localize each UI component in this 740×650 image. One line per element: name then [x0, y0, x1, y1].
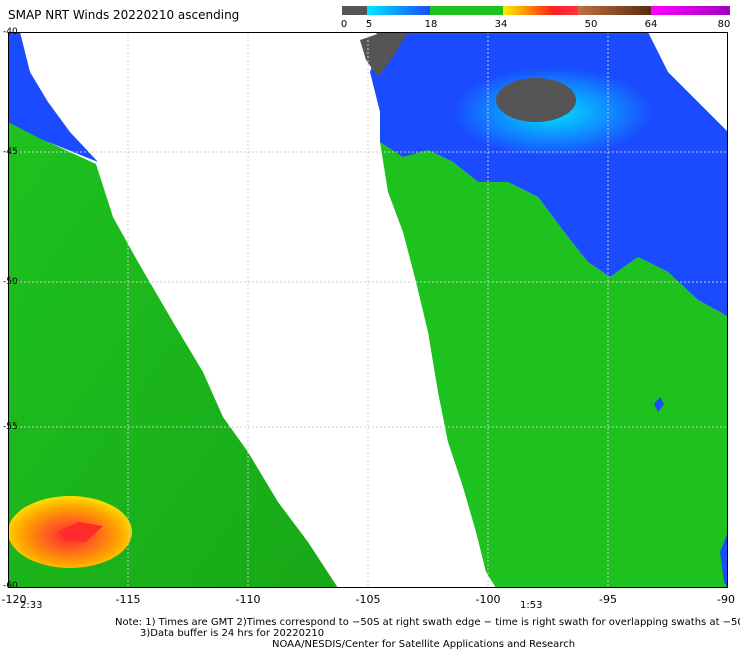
blue-speck [654, 397, 664, 412]
calm-region-center [496, 78, 576, 122]
colorbar-label-34: 34 [494, 19, 508, 30]
x-tick-5: -95 [599, 593, 617, 606]
y-tick-2: -50 [3, 277, 18, 287]
note-line-2: 3)Data buffer is 24 hrs for 20220210 [140, 628, 325, 639]
x-tick-3: -105 [355, 593, 381, 606]
x-tick-4: -100 [475, 593, 501, 606]
y-tick-3: -55 [3, 422, 18, 432]
storm-core [58, 522, 103, 542]
colorbar-segment-brown [578, 6, 651, 15]
wind-map-svg [8, 32, 728, 588]
right-swath-green [380, 142, 728, 588]
y-tick-1: -45 [3, 147, 18, 157]
calm-region-top [360, 32, 408, 77]
time-right: 1:53 [520, 600, 543, 611]
wind-speed-colorbar [342, 6, 730, 15]
y-tick-4: -60 [3, 581, 18, 591]
colorbar-label-5: 5 [365, 19, 373, 30]
map-grid [8, 32, 728, 588]
x-tick-2: -110 [235, 593, 261, 606]
x-tick-0: -120 [1, 593, 27, 606]
colorbar-segment-magenta [651, 6, 730, 15]
colorbar-label-50: 50 [584, 19, 598, 30]
left-swath-blue [8, 32, 98, 162]
note-line-3: NOAA/NESDIS/Center for Satellite Applica… [272, 639, 576, 650]
colorbar-segment-blue [367, 6, 430, 15]
map-title: SMAP NRT Winds 20220210 ascending [8, 8, 240, 22]
colorbar-label-80: 80 [717, 19, 731, 30]
wind-map [8, 32, 728, 588]
colorbar-segment-yellow-red [503, 6, 578, 15]
time-left: 2:33 [20, 600, 43, 611]
colorbar-label-64: 64 [644, 19, 658, 30]
colorbar-label-18: 18 [424, 19, 438, 30]
left-swath-green [8, 120, 338, 588]
right-swath-white-notch [648, 32, 728, 132]
colorbar-label-0: 0 [340, 19, 348, 30]
y-tick-0: -40 [3, 27, 18, 37]
x-tick-6: -90 [717, 593, 735, 606]
map-border [8, 32, 728, 588]
x-tick-1: -115 [115, 593, 141, 606]
colorbar-segment-gray [342, 6, 367, 15]
colorbar-segment-green [430, 6, 503, 15]
blue-edge-patch [720, 532, 728, 588]
note-line-1: Note: 1) Times are GMT 2)Times correspon… [115, 617, 740, 628]
